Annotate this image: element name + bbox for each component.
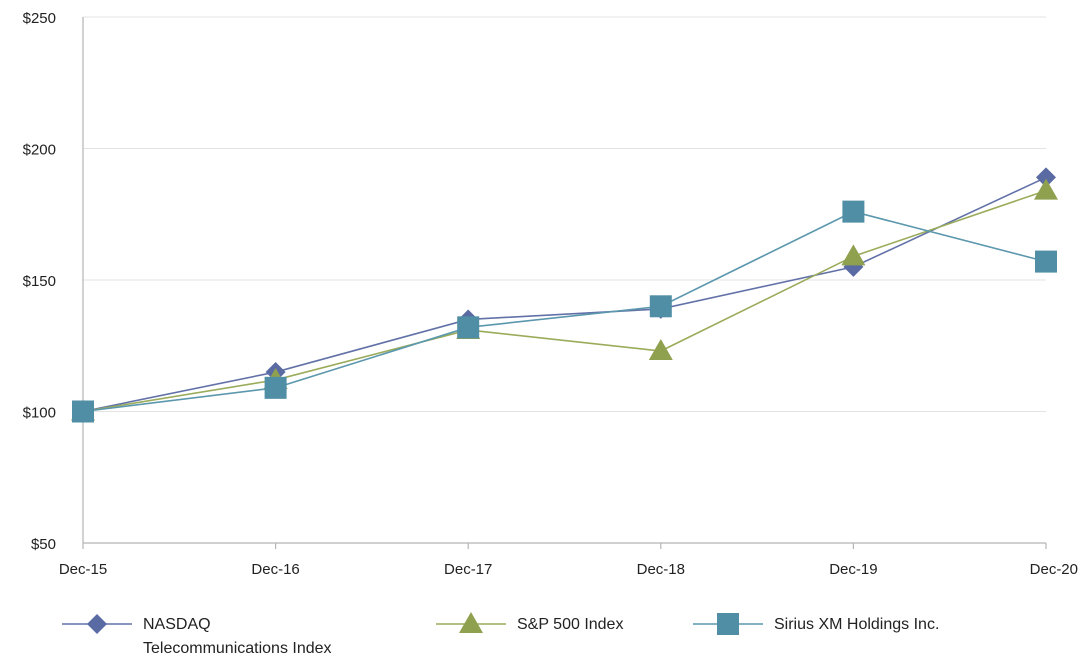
legend-label: Sirius XM Holdings Inc. [774, 616, 939, 633]
gridlines [83, 16, 1046, 412]
y-tick-label: $200 [23, 142, 56, 159]
data-point-triangle [648, 339, 673, 361]
legend-label: NASDAQ [143, 616, 211, 633]
y-tick-label: $100 [23, 405, 56, 422]
series-line [82, 210, 1047, 413]
legend-label: S&P 500 Index [517, 616, 623, 633]
legend-label: Telecommunications Index [143, 640, 332, 657]
x-tick-label: Dec-16 [251, 561, 299, 578]
data-point-square [842, 200, 865, 223]
y-tick-label: $150 [23, 273, 56, 290]
data-point-triangle [841, 244, 866, 266]
series-diamond [73, 167, 1056, 422]
legend-marker-square [717, 613, 739, 635]
series-line [82, 189, 1047, 413]
legend-marker-triangle [459, 612, 483, 633]
data-point-square [72, 400, 94, 423]
y-tick-label: $50 [31, 536, 56, 553]
y-tick-label: $250 [23, 10, 56, 27]
legend-item: NASDAQ Telecommunications Index [62, 614, 332, 657]
data-point-square [1035, 250, 1057, 273]
legend-item: Sirius XM Holdings Inc. [693, 613, 939, 635]
data-point-square [649, 295, 672, 318]
series-square [72, 200, 1057, 423]
axes: $50 $100 $150 $200 $250 Dec-15 Dec-16 Dec-17 Dec… [23, 10, 1078, 578]
x-tick-label: Dec-15 [59, 561, 107, 578]
series-group [71, 167, 1058, 423]
x-tick-label: Dec-19 [829, 561, 877, 578]
legend: NASDAQ Telecommunications Index S&P 500 In… [62, 612, 939, 657]
data-point-diamond [1036, 167, 1056, 188]
legend-marker-diamond [87, 614, 107, 634]
x-tick-label: Dec-17 [444, 561, 492, 578]
data-point-triangle [1034, 178, 1058, 200]
data-point-square [264, 376, 287, 399]
legend-item: S&P 500 Index [436, 612, 623, 633]
data-point-square [457, 316, 480, 339]
x-tick-label: Dec-18 [637, 561, 685, 578]
series-line [82, 176, 1047, 413]
x-tick-label: Dec-20 [1030, 561, 1078, 578]
